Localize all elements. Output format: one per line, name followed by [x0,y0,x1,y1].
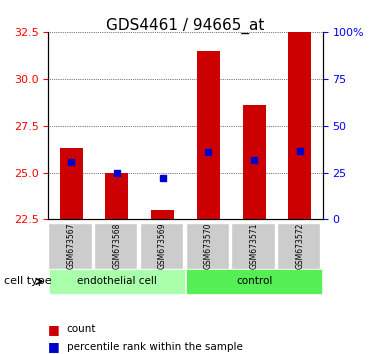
Text: GSM673571: GSM673571 [250,223,259,269]
Bar [151,210,174,219]
Text: count: count [67,324,96,334]
Bar [243,105,266,219]
Text: endothelial cell: endothelial cell [77,276,157,286]
Bar [197,51,220,219]
Text: GSM673568: GSM673568 [112,223,121,269]
Text: cell type: cell type [4,276,51,286]
Text: ■: ■ [48,341,60,353]
Text: GSM673567: GSM673567 [67,223,76,269]
Text: GSM673569: GSM673569 [158,223,167,269]
Text: ■: ■ [48,323,60,336]
Text: GDS4461 / 94665_at: GDS4461 / 94665_at [106,18,265,34]
Bar [60,148,82,219]
Bar [289,32,311,219]
Text: GSM673570: GSM673570 [204,223,213,269]
Bar [105,172,128,219]
Text: control: control [236,276,272,286]
Text: percentile rank within the sample: percentile rank within the sample [67,342,243,352]
Text: GSM673572: GSM673572 [295,223,304,269]
